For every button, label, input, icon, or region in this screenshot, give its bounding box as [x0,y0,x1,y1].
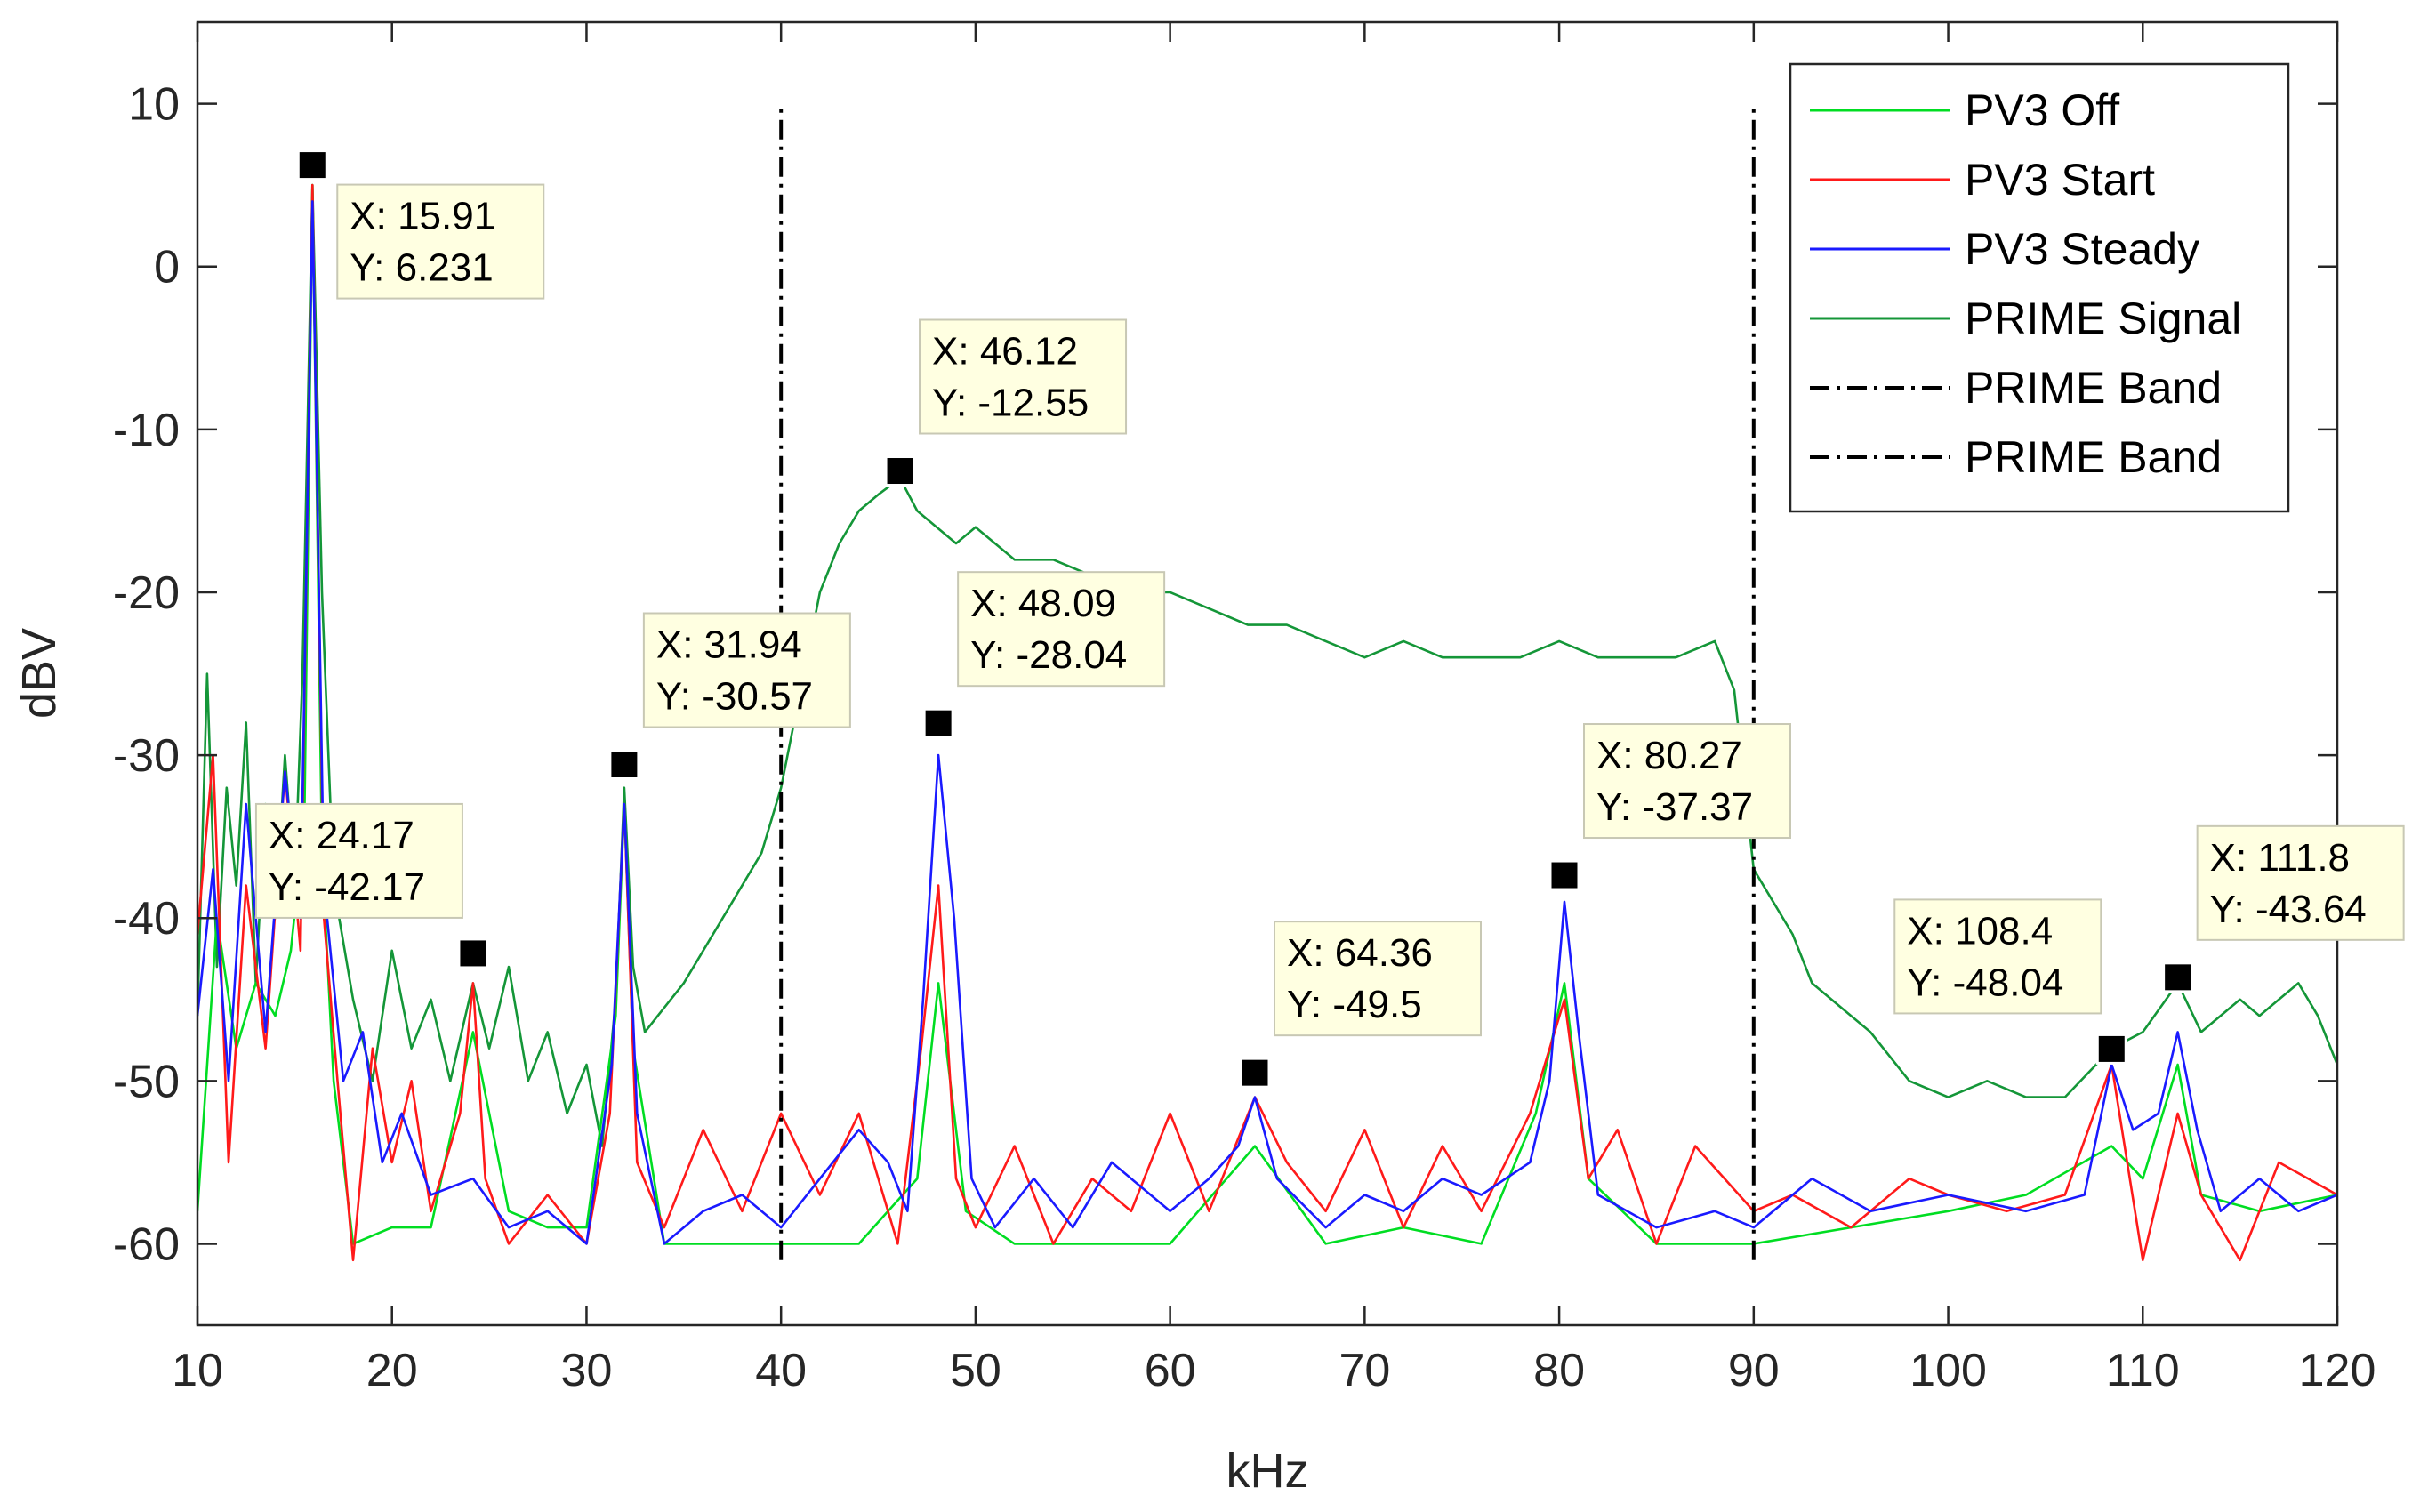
y-tick-label: 10 [128,79,180,131]
data-tip-x-text: X: 108.4 [1907,909,2053,953]
legend-label: PV3 Off [1965,85,2119,135]
legend-label: PRIME Band [1965,363,2222,413]
data-tip[interactable]: X: 64.36 Y: -49.5 [1239,921,1483,1089]
data-tip-x-text: X: 15.91 [350,195,495,238]
x-tick-label: 110 [2106,1345,2180,1396]
data-tip[interactable]: X: 46.12 Y: -12.55 [884,318,1128,487]
data-tip-x-text: X: 46.12 [932,330,1078,374]
x-tick-label: 120 [2299,1345,2376,1396]
data-tip-x-text: X: 24.17 [269,814,414,857]
data-tip-marker[interactable] [2162,961,2194,993]
y-tick-label: -50 [113,1056,180,1107]
data-tip[interactable]: X: 31.94 Y: -30.57 [608,612,851,781]
data-tip-x-text: X: 80.27 [1596,734,1742,777]
data-tip-y-text: Y: -43.64 [2210,888,2367,931]
x-tick-label: 60 [1145,1345,1196,1396]
y-tick-label: 0 [154,242,180,294]
series-line-prime-signal [197,183,2337,1147]
data-tip-box [1893,898,2102,1015]
data-tip-box [254,802,463,919]
legend[interactable]: PV3 Off PV3 Start PV3 Steady PRIME Signal PR… [1789,62,2290,513]
series-line-pv3-start [197,183,2337,1262]
x-axis-label: kHz [1226,1444,1309,1498]
data-tip-marker[interactable] [457,937,489,969]
data-tip-marker[interactable] [884,455,916,487]
x-tick-label: 50 [950,1345,1001,1396]
data-tip-y-text: Y: -42.17 [269,865,425,909]
data-tip-y-text: Y: -12.55 [932,382,1089,425]
axes-box [196,20,2339,1327]
data-tip-box [642,612,851,728]
data-tip-y-text: Y: -48.04 [1907,961,2063,1004]
data-tip[interactable]: X: 15.91 Y: 6.231 [296,149,545,300]
legend-label: PRIME Signal [1965,294,2241,343]
x-tick-label: 30 [561,1345,613,1396]
x-tick-label: 20 [366,1345,418,1396]
data-tip-y-text: Y: -37.37 [1596,785,1753,829]
y-tick-label: -60 [113,1218,180,1270]
data-tip[interactable]: X: 48.09 Y: -28.04 [922,571,1166,739]
series-line-pv3-steady [197,200,2337,1245]
legend-label: PV3 Steady [1965,224,2199,274]
y-tick-label: -30 [113,730,180,782]
legend-label: PRIME Band [1965,432,2222,482]
data-tip-marker[interactable] [922,707,954,739]
data-tip-x-text: X: 64.36 [1287,931,1433,975]
data-tip-marker[interactable] [2095,1033,2127,1065]
y-tick-label: -40 [113,893,180,945]
data-tips-layer: X: 15.91 Y: 6.231 X: 24.17 Y: -42.17 X: 31.9… [254,149,2405,1089]
data-tip[interactable]: X: 108.4 Y: -48.04 [1893,898,2127,1065]
data-tip-marker[interactable] [608,749,640,781]
data-tip-marker[interactable] [1548,859,1580,891]
data-tip-x-text: X: 31.94 [656,623,802,667]
data-tip-marker[interactable] [296,149,328,181]
y-tick-label: -10 [113,405,180,456]
data-tip-marker[interactable] [1239,1057,1271,1089]
x-tick-label: 100 [1909,1345,1987,1396]
data-tip-box [1582,723,1791,840]
data-tip-y-text: Y: -30.57 [656,675,813,719]
data-tip-y-text: Y: -28.04 [970,633,1127,677]
x-tick-label: 40 [755,1345,807,1396]
x-tick-label: 90 [1728,1345,1780,1396]
x-tick-label: 10 [172,1345,223,1396]
legend-label: PV3 Start [1965,155,2155,205]
data-tip-x-text: X: 111.8 [2210,836,2350,880]
data-tip-x-text: X: 48.09 [970,582,1116,625]
series-layer [197,103,2337,1262]
y-axis-label: dBV [12,628,66,719]
x-tick-label: 70 [1339,1345,1390,1396]
axes-layer: 10 20 30 40 50 60 70 80 90 100 110 120100-10-20-30-… [113,20,2376,1396]
data-tip-box [336,183,545,300]
data-tip-box [2196,824,2405,941]
data-tip-box [957,571,1166,688]
data-tip-y-text: Y: -49.5 [1287,983,1422,1026]
data-tip[interactable]: X: 111.8 Y: -43.64 [2162,824,2405,993]
y-tick-label: -20 [113,567,180,619]
data-tip[interactable]: X: 80.27 Y: -37.37 [1548,723,1791,891]
data-tip[interactable]: X: 24.17 Y: -42.17 [254,802,489,969]
data-tip-box [919,318,1128,435]
data-tip-box [1274,921,1483,1037]
data-tip-y-text: Y: 6.231 [350,246,493,290]
legend-box [1789,62,2290,513]
x-tick-label: 80 [1533,1345,1585,1396]
